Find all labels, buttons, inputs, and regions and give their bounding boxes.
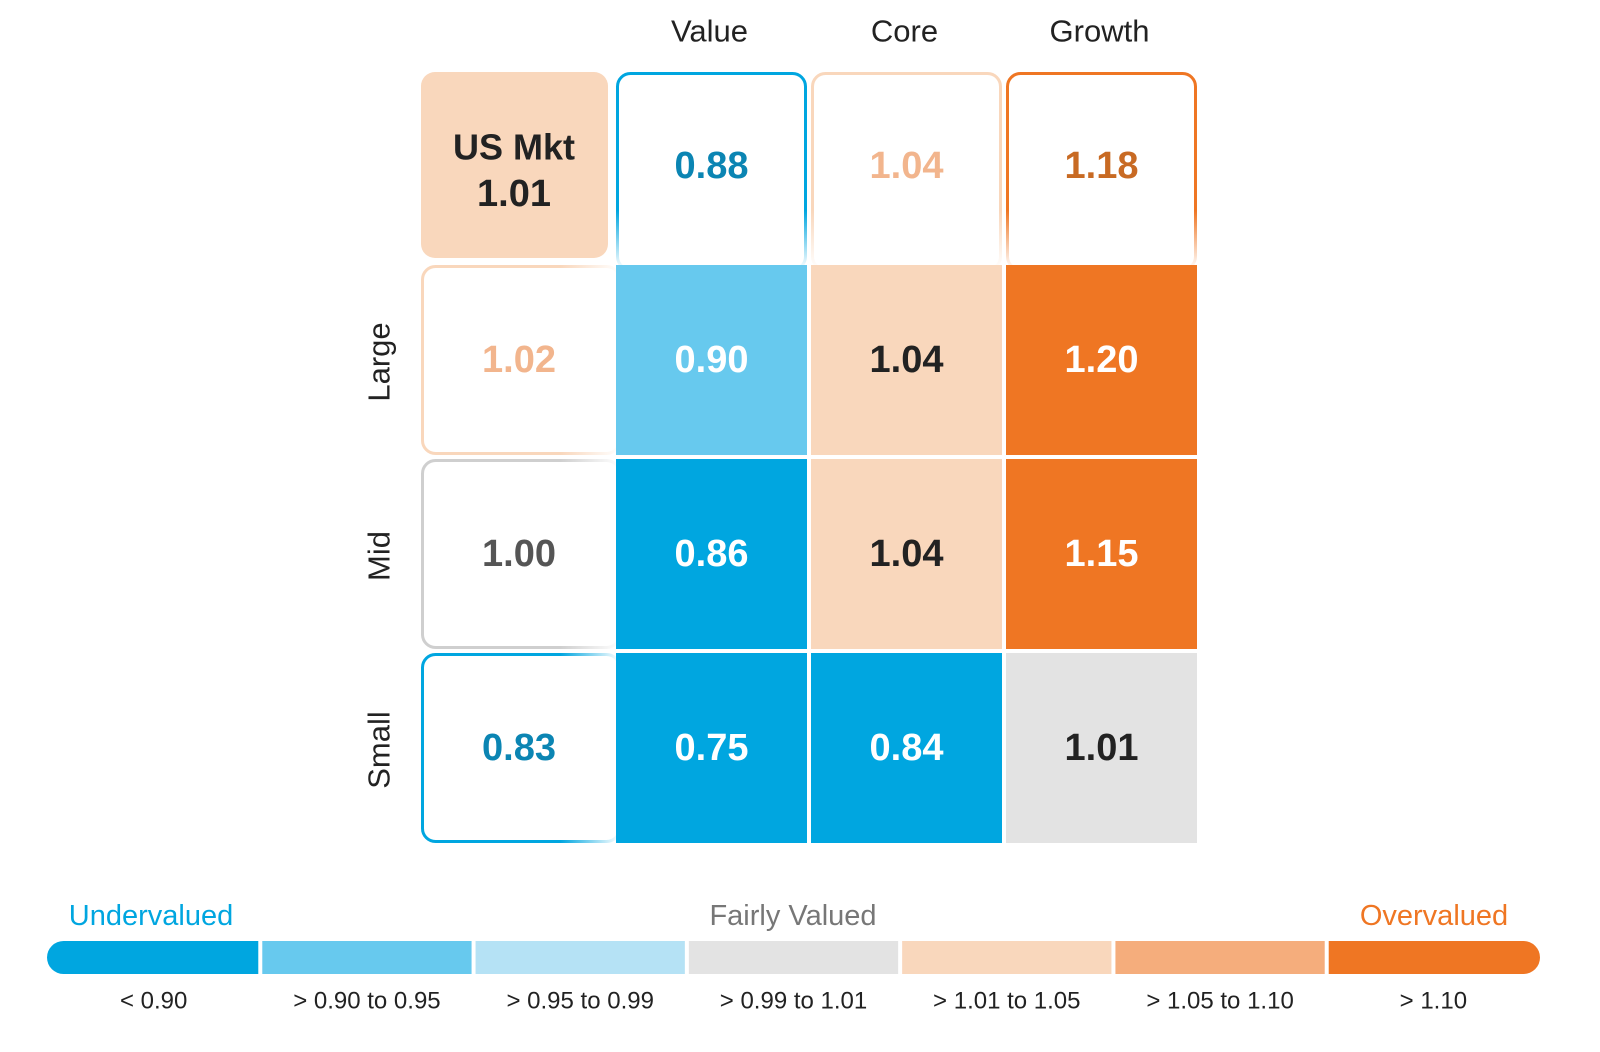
row-total-value: 0.83 — [482, 727, 556, 769]
legend-divider — [684, 941, 689, 974]
column-label-value: Value — [671, 14, 748, 49]
cell-value: 1.04 — [870, 533, 944, 575]
column-label-growth: Growth — [1050, 14, 1150, 49]
cell-value: 0.84 — [870, 727, 944, 769]
market-box — [421, 72, 608, 258]
legend-swatch — [686, 941, 901, 974]
legend-divider — [471, 941, 476, 974]
legend-divider — [258, 941, 263, 974]
heatmap-cell — [1006, 653, 1197, 843]
legend-undervalued-label: Undervalued — [69, 900, 233, 932]
heatmap-cell — [616, 459, 807, 649]
legend-swatch — [1113, 941, 1327, 974]
heatmap-cell — [616, 653, 807, 843]
row-label-large: Large — [362, 322, 397, 401]
cell-value: 1.04 — [870, 339, 944, 381]
legend-divider — [1111, 941, 1116, 974]
legend-bin-label: > 0.99 to 1.01 — [720, 988, 867, 1015]
legend-divider — [898, 941, 903, 974]
legend-bin-label: > 1.10 — [1400, 988, 1467, 1015]
legend-swatch — [260, 941, 474, 974]
column-label-core: Core — [871, 14, 938, 49]
legend-bin-label: > 1.01 to 1.05 — [933, 988, 1080, 1015]
cell-value: 1.01 — [1065, 727, 1139, 769]
heatmap-cell — [811, 459, 1002, 649]
legend-swatch — [473, 941, 687, 974]
column-total-value: 0.88 — [675, 145, 749, 187]
legend-bar — [47, 941, 1540, 974]
legend-swatch — [900, 941, 1114, 974]
legend-swatch — [47, 941, 261, 974]
cell-value: 0.86 — [675, 533, 749, 575]
heatmap-cell — [811, 265, 1002, 455]
heatmap-cell — [811, 653, 1002, 843]
cell-value: 1.20 — [1065, 339, 1139, 381]
heatmap-cell — [1006, 265, 1197, 455]
legend-bin-label: > 0.95 to 0.99 — [506, 988, 653, 1015]
legend-fairly-valued-label: Fairly Valued — [709, 900, 876, 932]
row-label-small: Small — [362, 711, 397, 789]
legend-bin-label: > 1.05 to 1.10 — [1146, 988, 1293, 1015]
cell-value: 1.15 — [1065, 533, 1139, 575]
column-total-value: 1.18 — [1065, 145, 1139, 187]
heatmap-cell — [616, 265, 807, 455]
market-label: US Mkt — [453, 127, 575, 168]
legend-swatch — [1326, 941, 1540, 974]
row-total-value: 1.00 — [482, 533, 556, 575]
row-total-value: 1.02 — [482, 339, 556, 381]
legend-divider — [1324, 941, 1329, 974]
legend-bin-label: < 0.90 — [120, 988, 187, 1015]
legend-overvalued-label: Overvalued — [1360, 900, 1508, 932]
legend-bin-label: > 0.90 to 0.95 — [293, 988, 440, 1015]
cell-value: 0.75 — [675, 727, 749, 769]
column-total-value: 1.04 — [870, 145, 944, 187]
market-value: 1.01 — [477, 173, 551, 215]
cell-value: 0.90 — [675, 339, 749, 381]
heatmap-cell — [1006, 459, 1197, 649]
row-label-mid: Mid — [362, 531, 397, 581]
